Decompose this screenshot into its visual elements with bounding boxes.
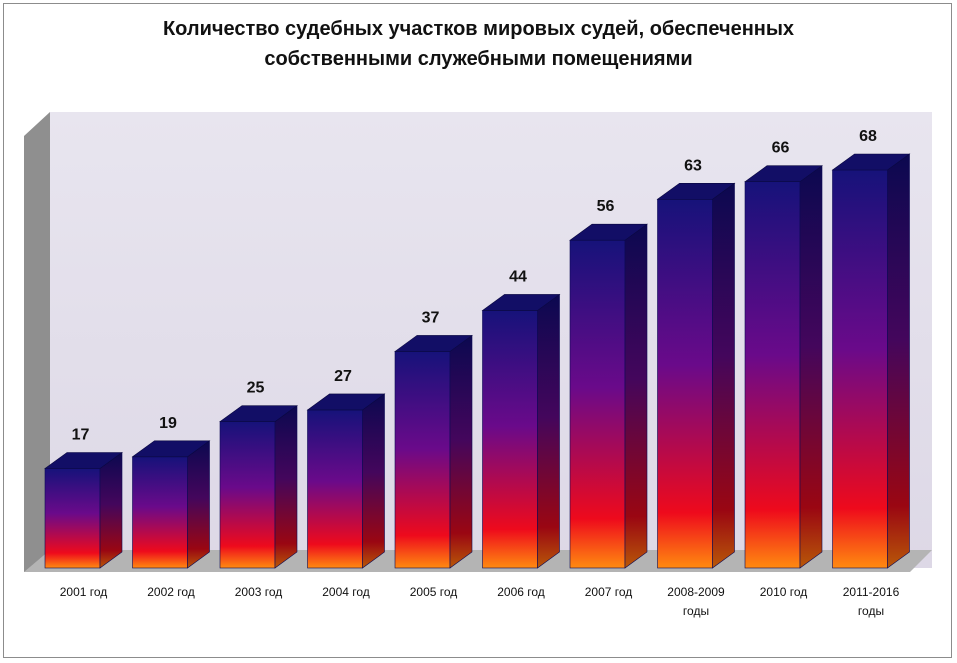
x-tick-label: 2006 год bbox=[497, 585, 545, 599]
x-tick-label: годы bbox=[683, 604, 709, 618]
chart-title-line-1: Количество судебных участков мировых суд… bbox=[162, 18, 795, 40]
data-label: 56 bbox=[597, 198, 615, 215]
data-label: 25 bbox=[247, 380, 265, 397]
bar-front bbox=[219, 421, 276, 569]
bar-front bbox=[657, 198, 713, 569]
bar-side bbox=[99, 451, 123, 569]
plot-side-wall bbox=[24, 112, 50, 572]
x-tick-label: 2008-2009 bbox=[667, 585, 725, 599]
x-tick-label: 2004 год bbox=[322, 585, 370, 599]
bar-front bbox=[394, 351, 451, 569]
x-tick-label: 2003 год bbox=[235, 585, 283, 599]
bar-top bbox=[306, 393, 386, 411]
chart-title-line-2: собственными служебными помещениями bbox=[264, 48, 693, 70]
bar bbox=[131, 440, 211, 569]
bar-front bbox=[44, 468, 101, 569]
bar-side bbox=[799, 165, 823, 569]
x-tick-label: 2010 год bbox=[760, 585, 808, 599]
bar-side bbox=[274, 405, 298, 569]
bar bbox=[831, 153, 911, 569]
bar bbox=[306, 393, 386, 569]
data-label: 66 bbox=[772, 140, 790, 157]
bar-front bbox=[482, 310, 538, 569]
data-label: 27 bbox=[334, 368, 352, 385]
bar-top bbox=[744, 165, 823, 183]
bar bbox=[44, 451, 123, 569]
bar-top bbox=[656, 182, 736, 200]
bar-side bbox=[712, 182, 735, 569]
x-tick-label: 2007 год bbox=[585, 585, 633, 599]
bar-side bbox=[362, 393, 385, 569]
bar-front bbox=[307, 409, 363, 569]
bar-top bbox=[44, 452, 123, 469]
data-label: 37 bbox=[422, 309, 440, 326]
bar-side bbox=[449, 334, 473, 569]
bar-top bbox=[569, 223, 648, 241]
bar-front bbox=[569, 239, 626, 569]
bar bbox=[219, 405, 298, 569]
data-label: 68 bbox=[859, 128, 877, 145]
x-tick-label: годы bbox=[858, 604, 884, 618]
bar-side bbox=[624, 223, 648, 569]
bar bbox=[656, 182, 736, 569]
bar-side bbox=[537, 293, 560, 569]
bar-side bbox=[187, 440, 210, 569]
x-tick-label: 2002 год bbox=[147, 585, 195, 599]
data-label: 63 bbox=[684, 157, 702, 174]
bar-front bbox=[744, 181, 801, 569]
data-label: 44 bbox=[509, 268, 527, 285]
data-label: 17 bbox=[72, 427, 90, 444]
bar-front bbox=[832, 169, 888, 569]
x-tick-label: 2001 год bbox=[60, 585, 108, 599]
bar-top bbox=[831, 153, 911, 171]
bar-top bbox=[394, 335, 473, 352]
x-tick-label: 2011-2016 bbox=[843, 585, 900, 599]
bar bbox=[744, 165, 823, 569]
data-label: 19 bbox=[159, 415, 177, 432]
bar-front bbox=[132, 456, 188, 569]
bar-side bbox=[887, 153, 910, 569]
bar bbox=[569, 223, 648, 569]
bar-top bbox=[219, 405, 298, 422]
chart-title: Количество судебных участков мировых суд… bbox=[0, 14, 957, 74]
bar-top bbox=[481, 294, 561, 311]
x-tick-label: 2005 год bbox=[410, 585, 458, 599]
bar-top bbox=[131, 440, 211, 458]
bar bbox=[481, 293, 561, 569]
bar bbox=[394, 334, 473, 569]
